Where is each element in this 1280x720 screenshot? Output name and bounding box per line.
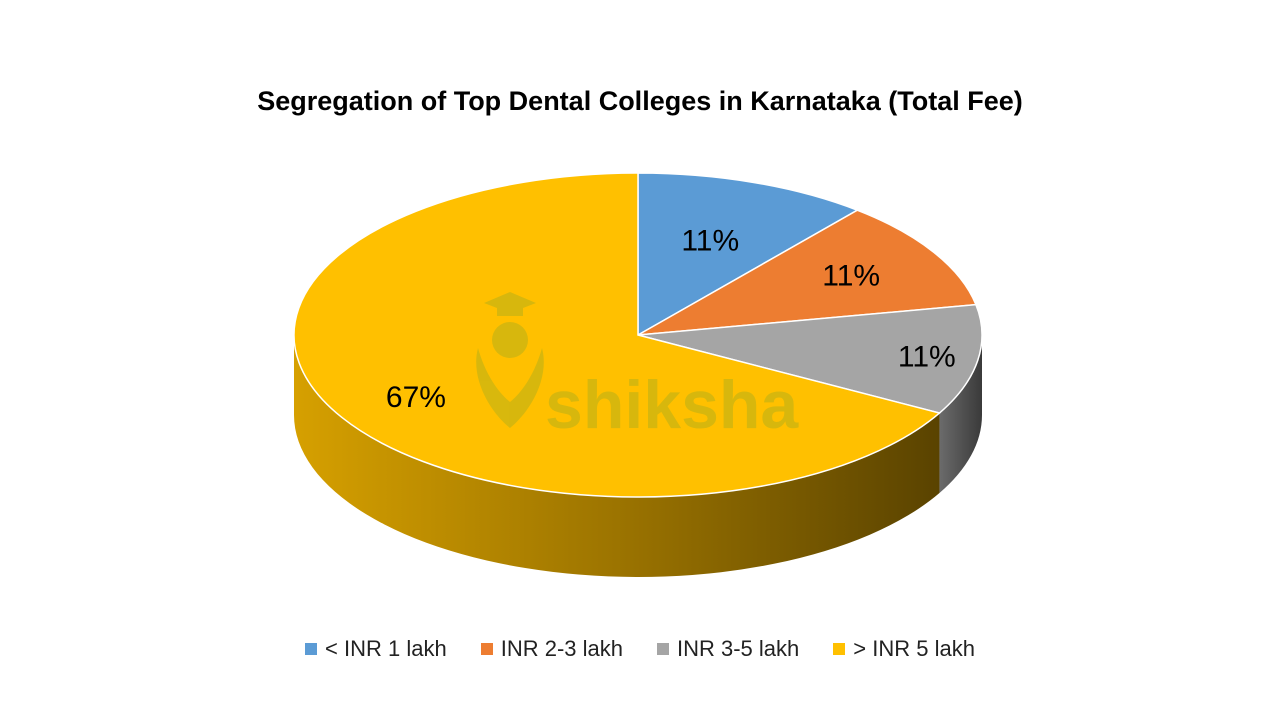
pie-side-3 xyxy=(939,335,982,494)
legend-item-2: INR 2-3 lakh xyxy=(480,636,623,662)
pie-slice-4 xyxy=(293,172,942,498)
chart-legend: < INR 1 lakh INR 2-3 lakh INR 3-5 lakh > IN… xyxy=(0,636,1280,662)
legend-swatch xyxy=(833,643,846,655)
pie-slices xyxy=(293,172,983,498)
chart-title: Segregation of Top Dental Colleges in Ka… xyxy=(257,86,1023,116)
watermark-text: shiksha xyxy=(545,367,799,443)
pie-data-label-4: 67% xyxy=(386,381,446,414)
pie-side-4 xyxy=(294,335,940,577)
legend-label: > INR 5 lakh xyxy=(853,636,975,661)
graduation-cap-icon xyxy=(484,292,536,316)
legend-item-1: < INR 1 lakh xyxy=(305,636,447,662)
pie-data-label-3: 11% xyxy=(898,341,956,374)
legend-swatch xyxy=(305,643,318,655)
legend-label: INR 2-3 lakh xyxy=(500,636,623,661)
pie-data-label-2: 11% xyxy=(822,260,880,293)
shiksha-logo-mark xyxy=(476,322,544,428)
shiksha-watermark: shiksha xyxy=(476,292,799,443)
pie-slice-3 xyxy=(637,303,983,414)
pie-slice-1 xyxy=(637,172,860,337)
pie-data-labels: 11% 11% 11% 67% xyxy=(386,224,956,413)
legend-item-4: > INR 5 lakh xyxy=(833,636,975,662)
pie-slice-2 xyxy=(637,209,977,336)
pie-data-label-1: 11% xyxy=(681,224,739,257)
legend-item-3: INR 3-5 lakh xyxy=(657,636,799,662)
pie-side-walls xyxy=(294,335,982,577)
legend-swatch xyxy=(657,643,669,655)
legend-label: INR 3-5 lakh xyxy=(677,636,800,661)
legend-label: < INR 1 lakh xyxy=(325,636,447,661)
legend-swatch xyxy=(480,643,493,655)
